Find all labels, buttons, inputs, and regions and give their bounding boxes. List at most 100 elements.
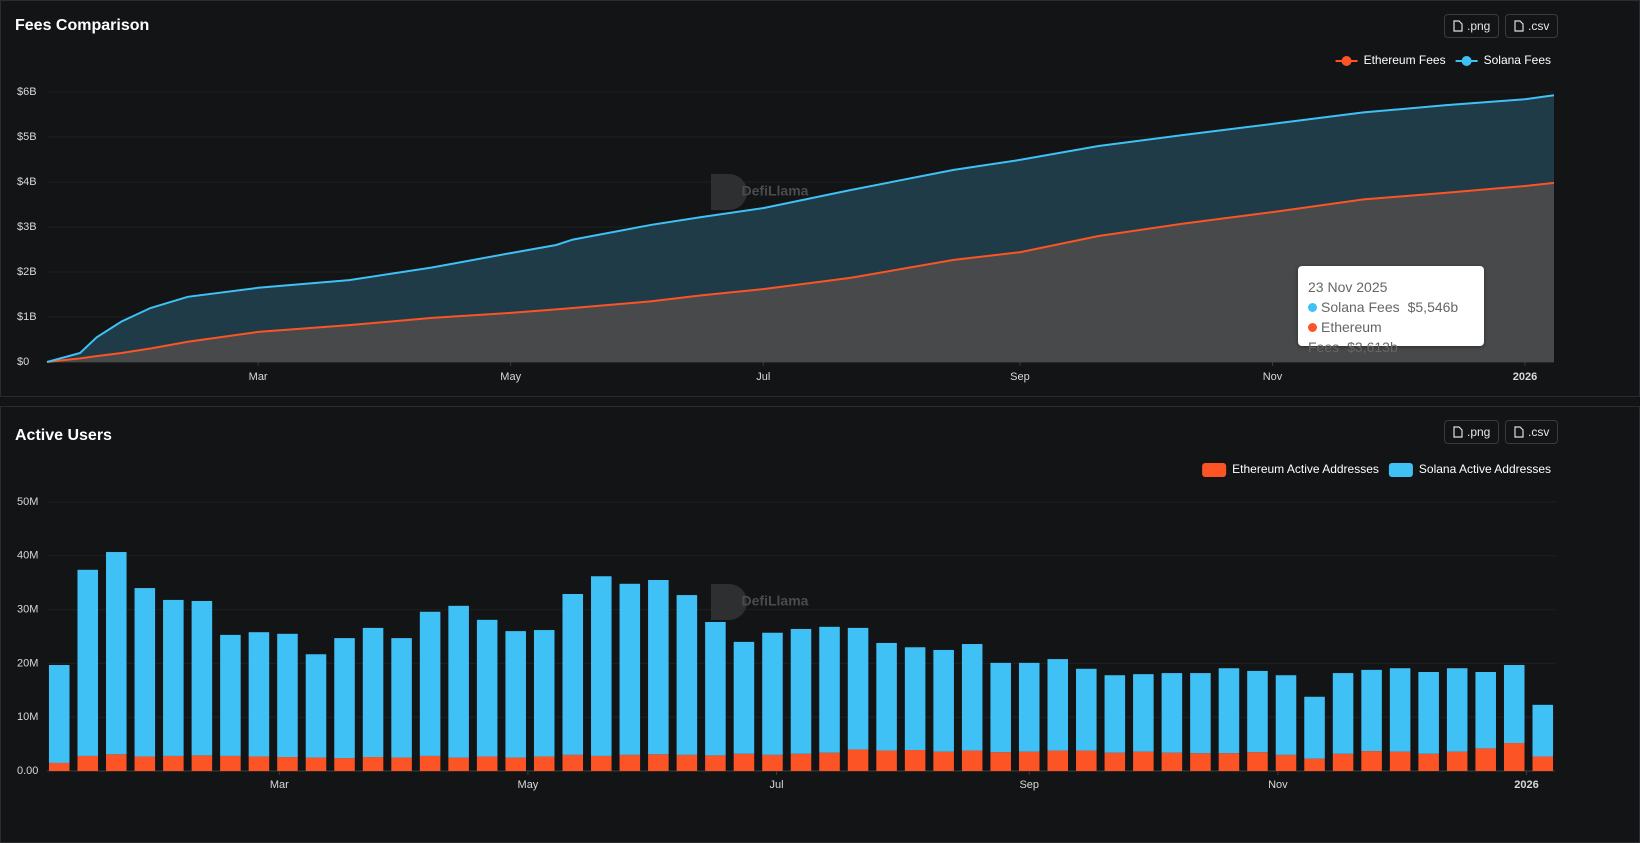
bar-segment [961, 644, 983, 751]
y-tick-label: 0.00 [17, 765, 38, 777]
bar-segment [933, 751, 954, 771]
tooltip-dot [1308, 303, 1317, 312]
bar-segment [648, 754, 669, 771]
bar-segment [362, 627, 384, 758]
bar-segment [1475, 672, 1496, 749]
export-button[interactable]: .png [1444, 420, 1500, 444]
bar-segment [762, 754, 783, 771]
legend-marker [1202, 463, 1227, 477]
bar-segment [1218, 668, 1240, 754]
bar-segment [77, 755, 99, 771]
bar-segment [163, 599, 184, 756]
x-tick-label: 2026 [1513, 371, 1537, 383]
bar-segment [619, 754, 641, 771]
bar-segment [1047, 659, 1069, 751]
tooltip-title: 23 Nov 2025 [1308, 279, 1388, 295]
bar-segment [1161, 752, 1183, 771]
bar-segment [733, 641, 755, 754]
tooltip-row: Ethereum Fees $3,613b [1308, 317, 1474, 357]
bar-segment [904, 750, 926, 771]
bar-segment [705, 621, 726, 756]
x-tick-label: Nov [1263, 371, 1283, 383]
bar-segment [676, 754, 698, 771]
y-tick-label: 10M [17, 711, 38, 723]
y-tick-label: 20M [17, 657, 38, 669]
bar-segment [1532, 756, 1554, 771]
bar-segment [1304, 696, 1325, 759]
bar-segment [1418, 672, 1439, 754]
bar-segment [1446, 668, 1468, 752]
bar-segment [1104, 675, 1126, 753]
bar-segment [733, 753, 755, 771]
y-tick-label: $3B [17, 221, 37, 233]
bar-segment [1218, 753, 1240, 771]
bar-segment [134, 588, 156, 757]
x-tick-label: Jul [756, 371, 770, 383]
tooltip-name: Ethereum Fees [1308, 319, 1382, 355]
y-tick-label: $1B [17, 311, 37, 323]
y-tick-label: 30M [17, 604, 38, 616]
bar-segment [1503, 665, 1525, 744]
y-tick-label: $5B [17, 131, 37, 143]
tooltip-value: $5,546b [1407, 299, 1459, 315]
button-label: .png [1467, 425, 1491, 439]
bar-segment [1275, 754, 1297, 771]
y-tick-label: 40M [17, 550, 38, 562]
watermark: DefiLlama [742, 593, 809, 609]
bar-segment [77, 569, 99, 756]
file-icon [1453, 20, 1463, 32]
bar-segment [1076, 750, 1097, 771]
export-button[interactable]: .png [1444, 14, 1500, 38]
line [46, 181, 1555, 363]
bar-segment [1389, 751, 1411, 771]
legend-label: Ethereum Fees [1364, 53, 1446, 67]
bar-segment [476, 619, 498, 757]
bar-segment [305, 654, 327, 758]
bar-segment [106, 754, 127, 771]
button-label: .csv [1528, 19, 1550, 33]
bar-segment [362, 757, 384, 771]
button-label: .png [1467, 19, 1491, 33]
legend-label: Solana Active Addresses [1419, 462, 1551, 476]
bar-segment [990, 752, 1011, 771]
y-tick-label: $6B [17, 86, 37, 98]
export-button[interactable]: .csv [1505, 420, 1559, 444]
bar-segment [1389, 668, 1411, 752]
watermark-icon [711, 584, 747, 620]
bar-segment [819, 626, 840, 753]
y-tick-label: $0 [17, 356, 29, 368]
bar-segment [790, 753, 812, 771]
bar-segment [1503, 743, 1525, 771]
bar-segment [847, 749, 869, 771]
bar-segment [48, 762, 70, 771]
bar-segment [448, 605, 469, 758]
bar-segment [1133, 751, 1154, 771]
legend-label: Solana Fees [1484, 53, 1551, 67]
file-icon [1453, 426, 1463, 438]
bar-segment [1104, 752, 1126, 771]
bar-segment [106, 552, 127, 755]
tooltip-name: Solana Fees [1321, 299, 1400, 315]
tooltip-row: Solana Fees $5,546b [1308, 297, 1474, 317]
bar-segment [48, 665, 70, 763]
bar-segment [1076, 668, 1097, 751]
bar-segment [1161, 673, 1183, 753]
bar-segment [305, 757, 327, 771]
export-button[interactable]: .csv [1505, 14, 1559, 38]
bar-segment [1275, 675, 1297, 755]
bar-segment [220, 755, 241, 771]
bar-segment [163, 755, 184, 771]
legend-marker [1461, 56, 1472, 66]
bar-segment [933, 649, 954, 752]
bar-segment [277, 757, 298, 771]
bar-segment [277, 633, 298, 758]
bar-segment [876, 750, 897, 771]
bar-segment [1247, 670, 1268, 753]
file-icon [1514, 20, 1524, 32]
legend-marker [1388, 463, 1413, 477]
file-icon [1514, 426, 1524, 438]
bar-segment [1361, 669, 1382, 752]
bar-segment [562, 754, 584, 771]
